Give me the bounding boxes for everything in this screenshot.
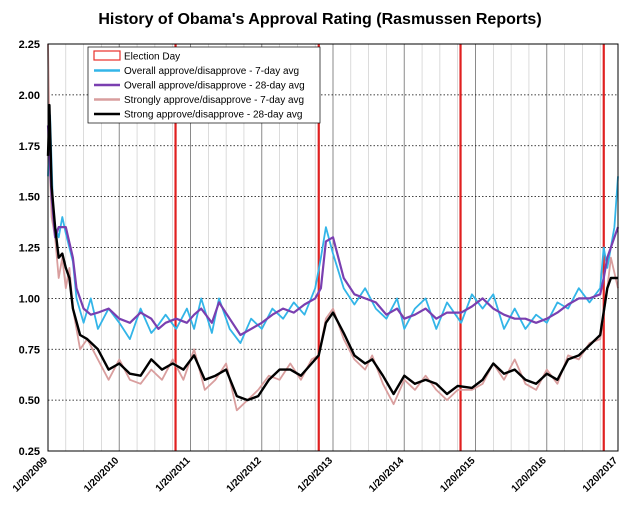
- y-axis-ticks: 0.25 0.50 0.75 1.00 1.25 1.50 1.75 2.00 2.25: [19, 39, 40, 458]
- x-tick-label: 1/20/2012: [225, 455, 265, 495]
- series-line-overall-approve-disapprove-28-day-avg: [46, 125, 620, 337]
- x-tick-label: 1/20/2014: [367, 455, 407, 495]
- legend-label: Strongly approve/disapprove - 7-day avg: [124, 95, 304, 106]
- legend-label: Election Day: [124, 52, 180, 63]
- chart-title: History of Obama's Approval Rating (Rasm…: [98, 11, 541, 28]
- legend-label: Strong approve/disapprove - 28-day avg: [124, 110, 302, 121]
- x-tick-label: 1/20/2009: [11, 455, 51, 495]
- series-line-strong-approve-disapprove-28-day-avg: [46, 103, 618, 402]
- y-tick-label: 1.75: [19, 141, 40, 153]
- x-tick-label: 1/20/2015: [438, 455, 478, 495]
- y-tick-label: 2.00: [19, 90, 40, 102]
- x-tick-label: 1/20/2011: [154, 455, 193, 494]
- legend-label: Overall approve/disapprove - 7-day avg: [124, 66, 299, 77]
- y-tick-label: 0.25: [19, 446, 40, 458]
- x-tick-label: 1/20/2013: [296, 455, 336, 495]
- x-tick-label: 1/20/2016: [510, 455, 550, 495]
- series-layer: [46, 43, 620, 412]
- legend: Election Day Overall approve/disapprove -…: [87, 46, 321, 124]
- y-tick-label: 0.50: [19, 395, 40, 407]
- y-tick-label: 1.25: [19, 243, 40, 255]
- x-axis-ticks: 1/20/2009 1/20/2010 1/20/2011 1/20/2012 1/20…: [11, 455, 621, 495]
- plot-frame: [47, 43, 619, 452]
- x-tick-label: 1/20/2010: [82, 455, 122, 495]
- x-tick-label: 1/20/2017: [581, 455, 621, 495]
- y-tick-label: 1.00: [19, 293, 40, 305]
- legend-box: [87, 46, 321, 124]
- y-tick-label: 2.25: [19, 39, 40, 51]
- legend-swatch-election-day: [93, 50, 121, 61]
- y-tick-label: 1.50: [19, 192, 40, 204]
- legend-label: Overall approve/disapprove - 28-day avg: [124, 81, 305, 92]
- y-tick-label: 0.75: [19, 344, 40, 356]
